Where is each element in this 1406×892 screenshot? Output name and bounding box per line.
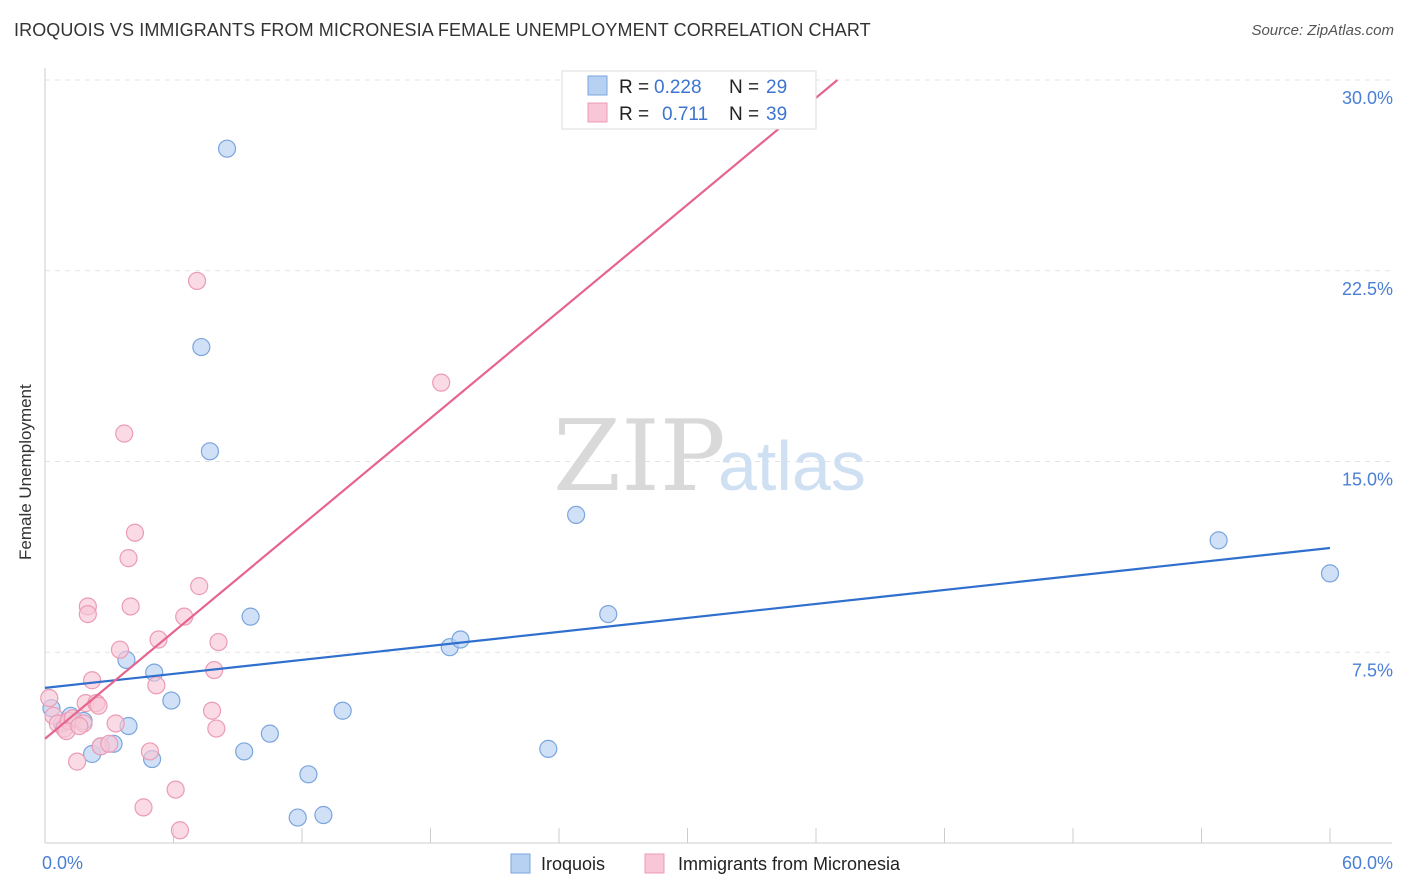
bottom-legend-swatch-micronesia [644,853,665,874]
micronesia-point [207,719,226,738]
y-tick-label: 22.5% [1342,279,1393,299]
y-tick-label: 15.0% [1342,470,1393,490]
x-tick-label: 0.0% [42,853,83,873]
iroquois-point [200,442,220,461]
trend-lines [44,79,1331,740]
iroquois-point [567,505,586,525]
bottom-legend-swatch-iroquois [510,853,531,874]
micronesia-point [149,630,168,649]
micronesia-point [119,549,138,568]
iroquois-point [162,691,181,710]
micronesia-point [100,734,119,753]
micronesia-point [147,676,166,695]
watermark: ZIP atlas [553,400,866,514]
watermark-atlas: atlas [718,427,866,505]
micronesia-point [40,688,59,708]
legend-r-value-1: 0.228 [654,77,702,98]
bottom-legend-iroquois: Iroquois [541,854,605,874]
micronesia-point [190,577,209,596]
micronesia-point [170,821,190,840]
watermark-zip: ZIP [553,400,726,514]
legend-n-label-1: N = [729,77,759,98]
iroquois-point [1320,564,1340,583]
iroquois-point [192,337,211,357]
micronesia-point [121,597,140,616]
data-points [40,86,1340,840]
micronesia-point [432,373,451,392]
legend-n-value-1: 29 [766,77,787,98]
micronesia-point [106,714,125,733]
legend-r-label-2: R = [619,104,649,125]
iroquois-point [260,724,279,743]
micronesia-point [202,701,222,720]
iroquois-point [539,739,558,758]
micronesia-point [115,424,134,443]
micronesia-point [89,696,108,715]
micronesia-point [140,742,160,761]
micronesia-point [134,798,153,817]
chart-title: IROQUOIS VS IMMIGRANTS FROM MICRONESIA F… [14,20,871,40]
micronesia-point [187,271,207,291]
series-legend: Iroquois Immigrants from Micronesia [510,853,901,874]
micronesia-point [78,604,97,624]
micronesia-point [70,716,89,736]
stats-legend: R = 0.228 N = 29 R = 0.711 N = 39 [561,70,817,130]
y-tick-label: 7.5% [1352,660,1393,680]
iroquois-point [235,742,254,761]
y-tick-label: 30.0% [1342,88,1393,108]
iroquois-point [451,630,470,649]
micronesia-point [209,632,228,652]
legend-swatch-micronesia [587,102,608,123]
source-label: Source: ZipAtlas.com [1251,22,1394,39]
micronesia-trend-line [44,79,839,740]
iroquois-point [599,604,618,624]
legend-n-value-2: 39 [766,104,787,125]
legend-r-label-1: R = [619,77,649,98]
micronesia-point [83,671,102,690]
iroquois-point [314,805,333,825]
micronesia-point [68,752,87,771]
x-tick-label: 60.0% [1342,853,1393,873]
bottom-legend-micronesia: Immigrants from Micronesia [678,854,901,874]
legend-r-value-2: 0.711 [662,104,708,125]
legend-n-label-2: N = [729,104,759,125]
micronesia-point [110,640,130,659]
gridlines [45,79,1392,653]
iroquois-trend-line [44,546,1331,689]
iroquois-point [288,808,307,827]
iroquois-point [217,139,237,158]
legend-swatch-iroquois [587,75,608,96]
iroquois-point [299,765,318,784]
micronesia-point [125,523,145,542]
tick-labels: 7.5% 15.0% 22.5% 30.0% 0.0% 60.0% [42,88,1393,873]
iroquois-point [241,607,260,626]
iroquois-point [1209,531,1228,550]
iroquois-point [333,701,352,720]
micronesia-point [166,780,185,799]
